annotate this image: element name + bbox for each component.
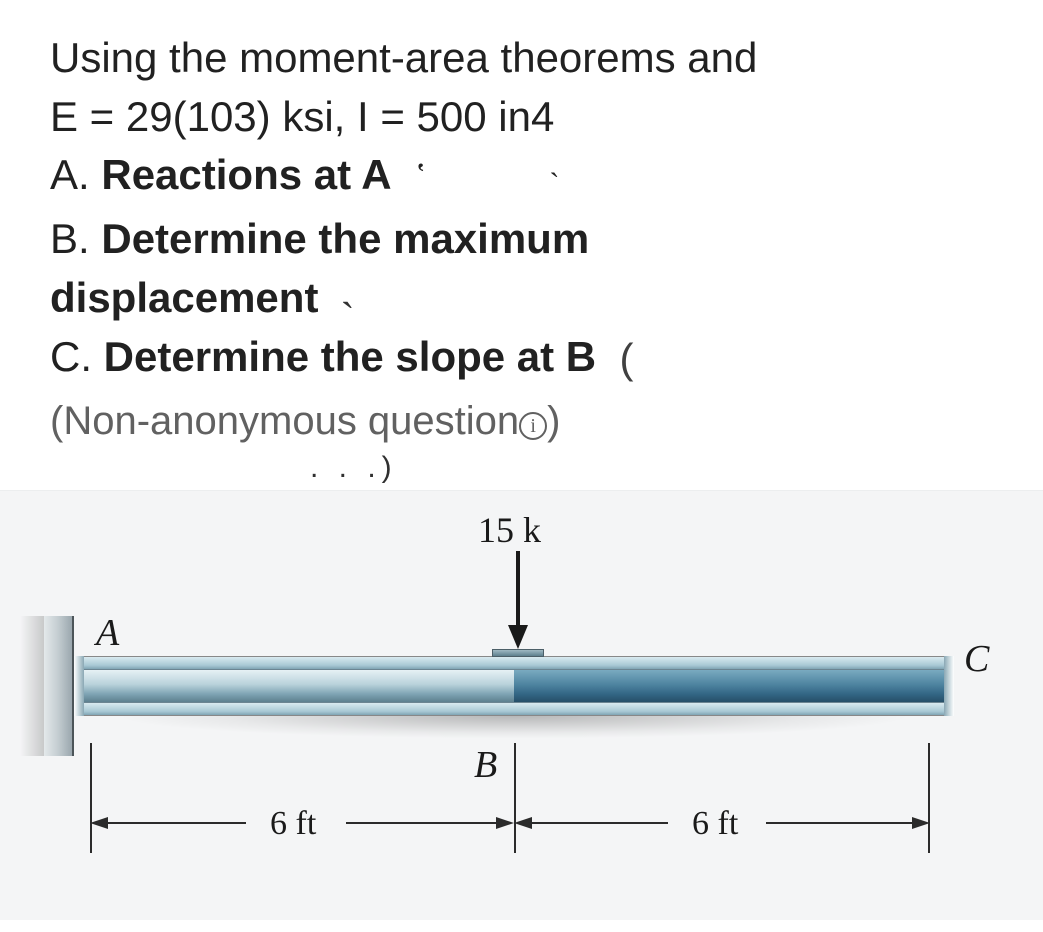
dim-tick-right <box>928 743 930 853</box>
beam-body <box>74 656 954 716</box>
trailing-paren: ( <box>608 331 634 388</box>
q-partB2: displacement ˴ <box>50 270 993 328</box>
partC-prefix: C. <box>50 333 104 380</box>
q-line2: E = 29(103) ksi, I = 500 in4 <box>50 89 993 146</box>
decorative-mark-a: ῾ <box>403 152 428 209</box>
partA-bold: Reactions at A <box>101 151 391 198</box>
dim-left-label: 6 ft <box>270 805 316 843</box>
partC-bold: Determine the slope at B <box>104 333 596 380</box>
beam-flange-bottom <box>74 702 954 716</box>
beam-shadow <box>74 716 954 746</box>
q-partA: A. Reactions at A ῾ ` <box>50 147 993 209</box>
partB-bold2: displacement <box>50 274 318 321</box>
dim-tick-left <box>90 743 92 853</box>
load-label: 15 k <box>478 509 541 551</box>
anon-note: (Non-anonymous questioni) <box>50 394 993 448</box>
fixed-wall-A <box>44 616 74 756</box>
q-partC: C. Determine the slope at B ( <box>50 329 993 388</box>
point-A-label: A <box>96 611 119 655</box>
point-C-label: C <box>964 637 989 681</box>
note-pre: (Non-anonymous question <box>50 399 519 443</box>
wall-shadow <box>20 616 44 756</box>
load-arrow-icon <box>506 551 530 651</box>
partA-prefix: A. <box>50 151 101 198</box>
q-partB: B. Determine the maximum <box>50 211 993 268</box>
load-plate <box>492 649 544 657</box>
q-line1: Using the moment-area theorems and <box>50 30 993 87</box>
beam-end-right <box>944 656 954 716</box>
dim-right-label: 6 ft <box>692 805 738 843</box>
partB-prefix: B. <box>50 215 101 262</box>
beam-diagram: 15 k A C B <box>0 490 1043 920</box>
partB-bold: Determine the maximum <box>101 215 589 262</box>
info-icon: i <box>519 412 547 440</box>
note-post: ) <box>547 399 560 443</box>
beam-web-right <box>514 670 954 702</box>
decorative-mark-a2: ` <box>549 164 559 205</box>
point-B-label: B <box>474 743 497 787</box>
dim-tick-mid <box>514 743 516 853</box>
diagram-canvas: 15 k A C B <box>0 491 1043 920</box>
beam-end-left <box>74 656 84 716</box>
stray-marks: . . .) <box>310 448 993 489</box>
question-text: Using the moment-area theorems and E = 2… <box>50 30 993 489</box>
decorative-mark-b: ˴ <box>330 276 355 322</box>
beam-flange-top <box>74 656 954 670</box>
